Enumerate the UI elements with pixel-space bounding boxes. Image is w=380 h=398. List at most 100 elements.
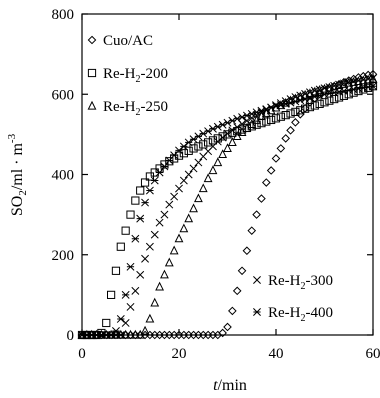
legend-label-main: Re-H	[268, 305, 301, 321]
data-point	[267, 115, 276, 125]
series-Re-H2-400	[78, 82, 377, 339]
data-point	[175, 146, 183, 155]
data-point	[145, 242, 154, 251]
data-point	[257, 194, 266, 203]
data-point	[160, 269, 169, 279]
data-point	[223, 130, 232, 139]
data-point	[218, 132, 227, 141]
data-point	[184, 146, 193, 155]
data-point	[184, 138, 193, 147]
data-point	[111, 266, 121, 275]
data-point	[237, 266, 247, 276]
legend-label: Re-H2-250	[103, 99, 168, 118]
legend-entry: Re-H2-400	[253, 305, 333, 324]
legend-marker	[253, 308, 261, 316]
legend-label: Cuo/AC	[103, 33, 153, 49]
data-point	[175, 184, 183, 193]
data-point	[145, 186, 154, 195]
data-point	[233, 123, 242, 132]
data-point	[301, 104, 310, 113]
data-point	[364, 75, 373, 83]
y-axis-label-unit: /ml · m	[9, 143, 26, 191]
data-point	[218, 149, 228, 159]
data-point	[189, 203, 198, 213]
data-point	[369, 82, 377, 91]
data-point	[126, 210, 135, 219]
data-point	[301, 95, 310, 104]
x-tick-label: 20	[172, 346, 187, 362]
data-point	[184, 170, 193, 179]
data-point	[126, 262, 135, 271]
y-tick-label: 800	[52, 7, 75, 23]
data-point	[121, 329, 131, 339]
data-point	[121, 226, 130, 235]
x-tick-label: 60	[366, 346, 380, 362]
data-point	[267, 103, 276, 112]
data-point	[116, 331, 125, 339]
data-point	[198, 183, 208, 193]
data-point	[107, 331, 116, 339]
data-point	[335, 87, 344, 96]
data-point	[179, 176, 188, 185]
data-point	[141, 198, 150, 207]
data-point	[227, 137, 237, 146]
series-Re-H2-200	[77, 82, 378, 340]
data-point	[170, 192, 179, 201]
data-point	[204, 138, 213, 147]
data-point	[150, 230, 159, 239]
data-point	[369, 74, 377, 83]
data-point	[349, 85, 358, 94]
data-point	[189, 164, 198, 173]
x-tick-label: 40	[269, 346, 284, 362]
data-point	[174, 233, 184, 243]
data-point	[131, 234, 140, 243]
data-point	[184, 213, 194, 223]
data-point	[339, 79, 349, 88]
data-point	[218, 328, 227, 338]
data-point	[194, 158, 203, 167]
data-point	[102, 318, 111, 328]
data-point	[315, 99, 324, 108]
legend-label-tail: -300	[306, 273, 334, 289]
data-point	[354, 76, 363, 85]
data-point	[324, 82, 334, 92]
x-axis-label-var: t	[213, 377, 218, 394]
data-point	[344, 77, 354, 87]
data-point	[359, 83, 368, 92]
data-point	[169, 245, 179, 255]
data-point	[242, 246, 252, 256]
data-point	[130, 329, 140, 339]
y-axis-label: SO2/ml · m-3	[6, 133, 29, 216]
data-point	[140, 325, 150, 335]
data-point	[140, 178, 150, 187]
data-point	[315, 91, 324, 100]
data-point	[368, 73, 378, 83]
legend-marker	[87, 68, 97, 78]
data-point	[281, 99, 290, 108]
data-point	[354, 76, 363, 86]
data-point	[213, 137, 222, 146]
legend-label-tail: -200	[141, 66, 169, 82]
data-point	[252, 120, 261, 129]
data-point	[203, 173, 213, 183]
data-point	[247, 109, 256, 118]
data-point	[296, 106, 305, 115]
data-point	[150, 176, 159, 185]
data-point	[339, 91, 348, 100]
data-point	[247, 226, 257, 235]
data-point	[238, 113, 247, 122]
data-point	[291, 97, 300, 106]
data-point	[126, 302, 135, 311]
data-point	[272, 102, 280, 111]
y-axis-label-main: SO	[9, 196, 26, 216]
data-point	[276, 101, 285, 110]
data-point	[363, 74, 373, 84]
data-point	[179, 142, 188, 151]
data-point	[228, 126, 237, 135]
legend-label-tail: -250	[141, 99, 169, 115]
y-tick-label: 400	[52, 168, 75, 184]
data-point	[116, 314, 125, 323]
legend-label-main: Cuo/AC	[103, 33, 153, 49]
y-tick-label: 0	[67, 328, 75, 344]
